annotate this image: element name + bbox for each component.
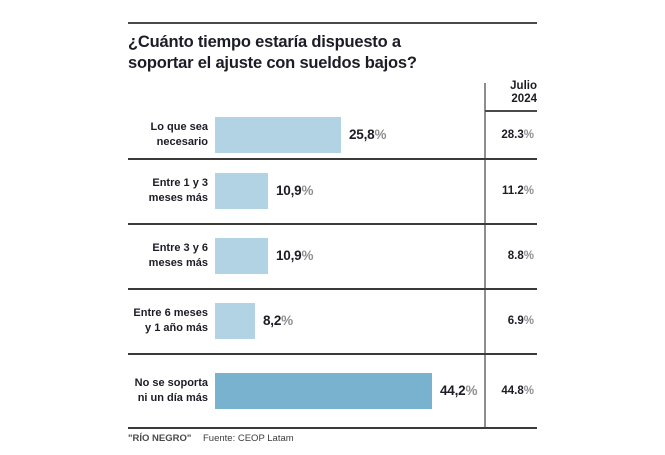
category-label-line2: ni un día más xyxy=(137,391,208,404)
percent-sign: % xyxy=(523,184,534,197)
bar-value-label: 10,9% xyxy=(276,248,313,263)
row-divider xyxy=(128,353,537,355)
chart-title-line2: soportar el ajuste con sueldos bajos? xyxy=(128,54,417,72)
chart-title-line1: ¿Cuánto tiempo estaría dispuesto a xyxy=(128,33,401,51)
percent-sign: % xyxy=(523,128,534,141)
category-label-line2: meses más xyxy=(148,256,208,269)
column-separator-line xyxy=(484,83,486,428)
row-divider xyxy=(128,158,537,160)
julio-2024-value: 28.3% xyxy=(485,111,537,158)
column-header-line2: 2024 xyxy=(511,93,537,105)
percent-sign: % xyxy=(281,313,293,328)
category-label-line1: No se soporta xyxy=(134,376,208,389)
category-label-line1: Entre 1 y 3 xyxy=(152,176,208,189)
bar-value-label: 44,2% xyxy=(440,383,477,398)
source-credit: Fuente: CEOP Latam xyxy=(203,433,294,444)
bar xyxy=(215,116,341,153)
julio-value-number: 44.8 xyxy=(501,384,524,397)
percent-sign: % xyxy=(523,314,534,327)
bar-track: 25,8% xyxy=(215,116,537,153)
chart-row-entre-1-y-3-meses: Entre 1 y 3 meses más 10,9% 11.2% xyxy=(128,158,537,223)
bar xyxy=(215,302,255,339)
julio-value-number: 11.2 xyxy=(502,184,524,197)
bar xyxy=(215,237,268,274)
percent-sign: % xyxy=(301,183,314,198)
percent-sign: % xyxy=(301,248,314,263)
bar-value-number: 44,2 xyxy=(440,383,466,398)
category-label-line2: y 1 año más xyxy=(145,321,208,334)
bar-track: 8,2% xyxy=(215,302,537,339)
column-header-line1: Julio xyxy=(510,80,537,92)
category-label: Entre 1 y 3 meses más xyxy=(128,176,208,206)
brand-credit: "RÍO NEGRO" xyxy=(128,433,192,444)
percent-sign: % xyxy=(523,249,534,262)
bar xyxy=(215,172,268,209)
percent-sign: % xyxy=(374,127,387,142)
bar-highlighted xyxy=(215,372,432,409)
category-label: Entre 6 meses y 1 año más xyxy=(128,306,208,336)
chart-row-no-se-soporta: No se soporta ni un día más 44,2% 44.8% xyxy=(128,353,537,428)
bar-value-number: 10,9 xyxy=(276,183,302,198)
category-label: Entre 3 y 6 meses más xyxy=(128,241,208,271)
category-label-line1: Lo que sea xyxy=(150,120,208,133)
bar-track: 44,2% xyxy=(215,372,537,409)
bar-value-label: 8,2% xyxy=(263,313,293,328)
julio-2024-value: 8.8% xyxy=(485,223,537,288)
bar-value-label: 10,9% xyxy=(276,183,313,198)
column-header-julio-2024: Julio 2024 xyxy=(487,80,537,106)
percent-sign: % xyxy=(465,383,478,398)
chart-row-lo-que-sea-necesario: Lo que sea necesario 25,8% 28.3% xyxy=(128,111,537,158)
row-divider xyxy=(128,288,537,290)
top-rule xyxy=(128,22,537,24)
julio-value-number: 28.3 xyxy=(501,128,524,141)
bar-value-number: 8,2 xyxy=(263,313,282,328)
julio-value-number: 8.8 xyxy=(507,249,524,262)
category-label-line1: Entre 6 meses xyxy=(133,306,208,319)
julio-2024-value: 11.2% xyxy=(485,158,537,223)
row-divider xyxy=(128,223,537,225)
category-label: Lo que sea necesario xyxy=(128,120,208,150)
chart-row-entre-6-meses-y-1-ano: Entre 6 meses y 1 año más 8,2% 6.9% xyxy=(128,288,537,353)
bar-track: 10,9% xyxy=(215,237,537,274)
bar-value-label: 25,8% xyxy=(349,127,386,142)
category-label-line1: Entre 3 y 6 xyxy=(152,241,208,254)
bar-value-number: 10,9 xyxy=(276,248,302,263)
bottom-rule xyxy=(128,427,537,429)
bar-value-number: 25,8 xyxy=(349,127,375,142)
julio-value-number: 6.9 xyxy=(507,314,524,327)
percent-sign: % xyxy=(523,384,534,397)
bar-track: 10,9% xyxy=(215,172,537,209)
category-label: No se soporta ni un día más xyxy=(128,376,208,406)
category-label-line2: necesario xyxy=(156,135,208,148)
chart-row-entre-3-y-6-meses: Entre 3 y 6 meses más 10,9% 8.8% xyxy=(128,223,537,288)
julio-2024-value: 6.9% xyxy=(485,288,537,353)
julio-2024-value: 44.8% xyxy=(485,353,537,428)
column-header-underline xyxy=(485,110,537,112)
category-label-line2: meses más xyxy=(148,191,208,204)
chart-title: ¿Cuánto tiempo estaría dispuesto a soport… xyxy=(128,32,548,74)
